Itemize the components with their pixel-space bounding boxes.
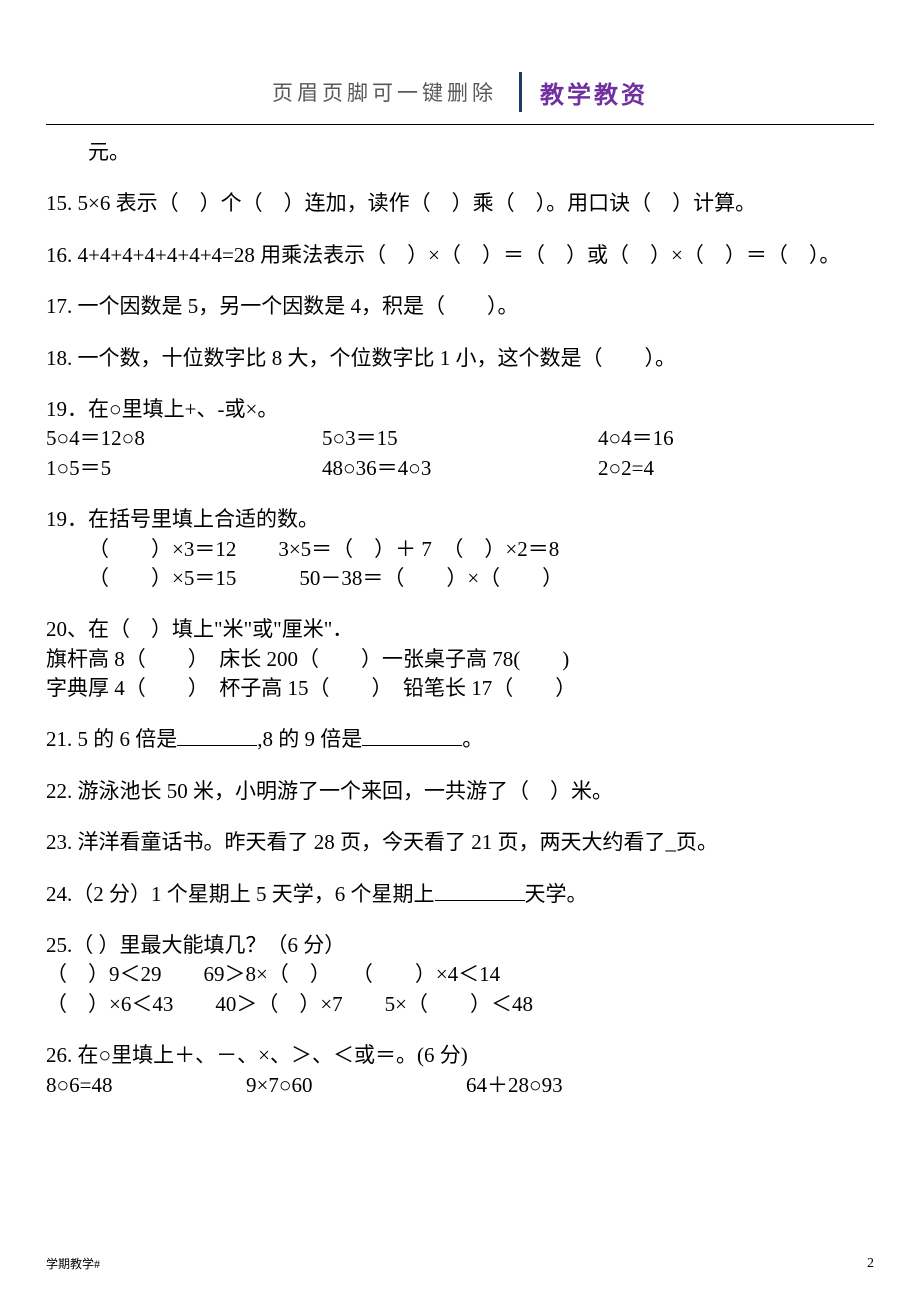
q19a-r1c2: 5○3＝15	[322, 424, 598, 453]
footer-left-text: 学期教学#	[46, 1255, 100, 1272]
question-23: 23. 洋洋看童话书。昨天看了 28 页，今天看了 21 页，两天大约看了_页。	[46, 828, 874, 857]
q21-blank-2	[362, 725, 462, 746]
question-26-title: 26. 在○里填上＋、－、×、＞、＜或＝。(6 分)	[46, 1041, 874, 1070]
header-divider	[519, 72, 522, 112]
question-17: 17. 一个因数是 5，另一个因数是 4，积是（ ）。	[46, 292, 874, 321]
q26-r1c1: 8○6=48	[46, 1071, 246, 1100]
question-26-row1: 8○6=48 9×7○60 64＋28○93	[46, 1071, 874, 1100]
page-header: 页眉页脚可一键删除 教学教资	[0, 72, 920, 112]
question-25-row1: （ ）9＜29 69＞8×（ ） （ ）×4＜14	[46, 960, 874, 989]
question-25-title: 25.（ ）里最大能填几？（6 分）	[46, 931, 874, 960]
q24-part-b: 天学。	[525, 882, 588, 906]
question-19a-row1: 5○4＝12○8 5○3＝15 4○4＝16	[46, 424, 874, 453]
q26-r1c2: 9×7○60	[246, 1071, 466, 1100]
question-20-title: 20、在（ ）填上"米"或"厘米"．	[46, 615, 874, 644]
question-18: 18. 一个数，十位数字比 8 大，个位数字比 1 小，这个数是（ ）。	[46, 344, 874, 373]
question-19b-row2: （ ）×5＝15 50－38＝（ ）×（ ）	[46, 564, 874, 593]
question-19a-title: 19．在○里填上+、-或×。	[46, 395, 874, 424]
question-21: 21. 5 的 6 倍是 ,8 的 9 倍是 。	[46, 725, 874, 754]
question-15: 15. 5×6 表示（ ）个（ ）连加，读作（ ）乘（ ）。用口诀（ ）计算。	[46, 189, 874, 218]
page-number: 2	[867, 1256, 874, 1272]
document-body: 元。 15. 5×6 表示（ ）个（ ）连加，读作（ ）乘（ ）。用口诀（ ）计…	[46, 138, 874, 1100]
header-left-text: 页眉页脚可一键删除	[272, 77, 497, 107]
header-right-text: 教学教资	[540, 75, 648, 110]
question-20-row2: 字典厚 4（ ） 杯子高 15（ ） 铅笔长 17（ ）	[46, 674, 874, 703]
q19a-r2c1: 1○5＝5	[46, 454, 322, 483]
header-rule	[46, 124, 874, 125]
question-19b-title: 19．在括号里填上合适的数。	[46, 505, 874, 534]
q19a-r1c3: 4○4＝16	[598, 424, 874, 453]
q21-part-c: 。	[462, 727, 483, 751]
q26-r1c3: 64＋28○93	[466, 1071, 874, 1100]
question-19b-row1: （ ）×3＝12 3×5＝（ ）＋ 7 （ ）×2＝8	[46, 535, 874, 564]
question-25-row2: （ ）×6＜43 40＞（ ）×7 5×（ ）＜48	[46, 990, 874, 1019]
question-16: 16. 4+4+4+4+4+4+4=28 用乘法表示（ ）×（ ）＝（ ）或（ …	[46, 241, 874, 270]
q21-blank-1	[177, 725, 257, 746]
q19a-r2c3: 2○2=4	[598, 454, 874, 483]
q24-part-a: 24.（2 分）1 个星期上 5 天学，6 个星期上	[46, 882, 435, 906]
q21-part-a: 21. 5 的 6 倍是	[46, 727, 177, 751]
q19a-r1c1: 5○4＝12○8	[46, 424, 322, 453]
question-20-row1: 旗杆高 8（ ） 床长 200（ ）一张桌子高 78( )	[46, 645, 874, 674]
question-24: 24.（2 分）1 个星期上 5 天学，6 个星期上 天学。	[46, 880, 874, 909]
q24-blank	[435, 880, 525, 901]
q21-part-b: ,8 的 9 倍是	[257, 727, 362, 751]
q19a-r2c2: 48○36＝4○3	[322, 454, 598, 483]
question-22: 22. 游泳池长 50 米，小明游了一个来回，一共游了（ ）米。	[46, 777, 874, 806]
question-19a-row2: 1○5＝5 48○36＝4○3 2○2=4	[46, 454, 874, 483]
carry-over-text: 元。	[46, 138, 874, 167]
